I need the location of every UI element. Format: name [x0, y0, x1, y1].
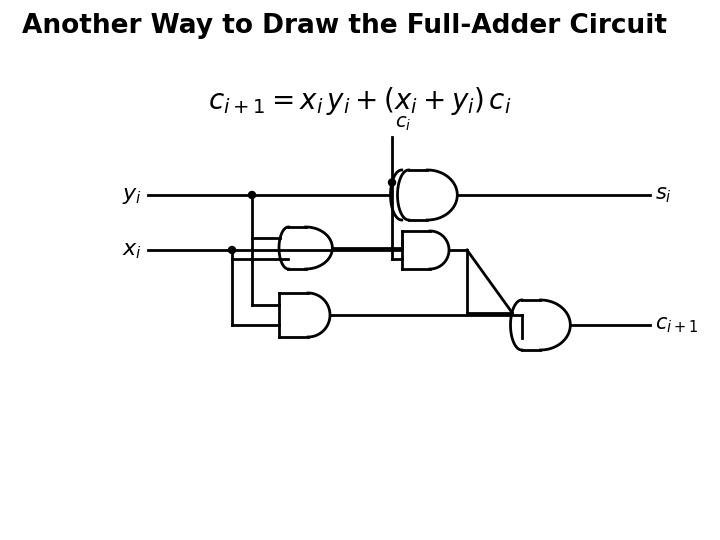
Text: $c_i$: $c_i$ [395, 114, 411, 133]
Circle shape [248, 192, 256, 199]
Text: $s_i$: $s_i$ [655, 185, 672, 205]
Circle shape [389, 179, 395, 186]
Text: $x_i$: $x_i$ [122, 239, 142, 261]
Text: $c_{i+1} = x_i\,y_i + (x_i + y_i)\,c_i$: $c_{i+1} = x_i\,y_i + (x_i + y_i)\,c_i$ [208, 85, 512, 117]
Text: $y_i$: $y_i$ [122, 184, 142, 206]
Text: $c_{i+1}$: $c_{i+1}$ [655, 315, 698, 335]
Text: Another Way to Draw the Full-Adder Circuit: Another Way to Draw the Full-Adder Circu… [22, 13, 667, 39]
Circle shape [228, 246, 235, 253]
